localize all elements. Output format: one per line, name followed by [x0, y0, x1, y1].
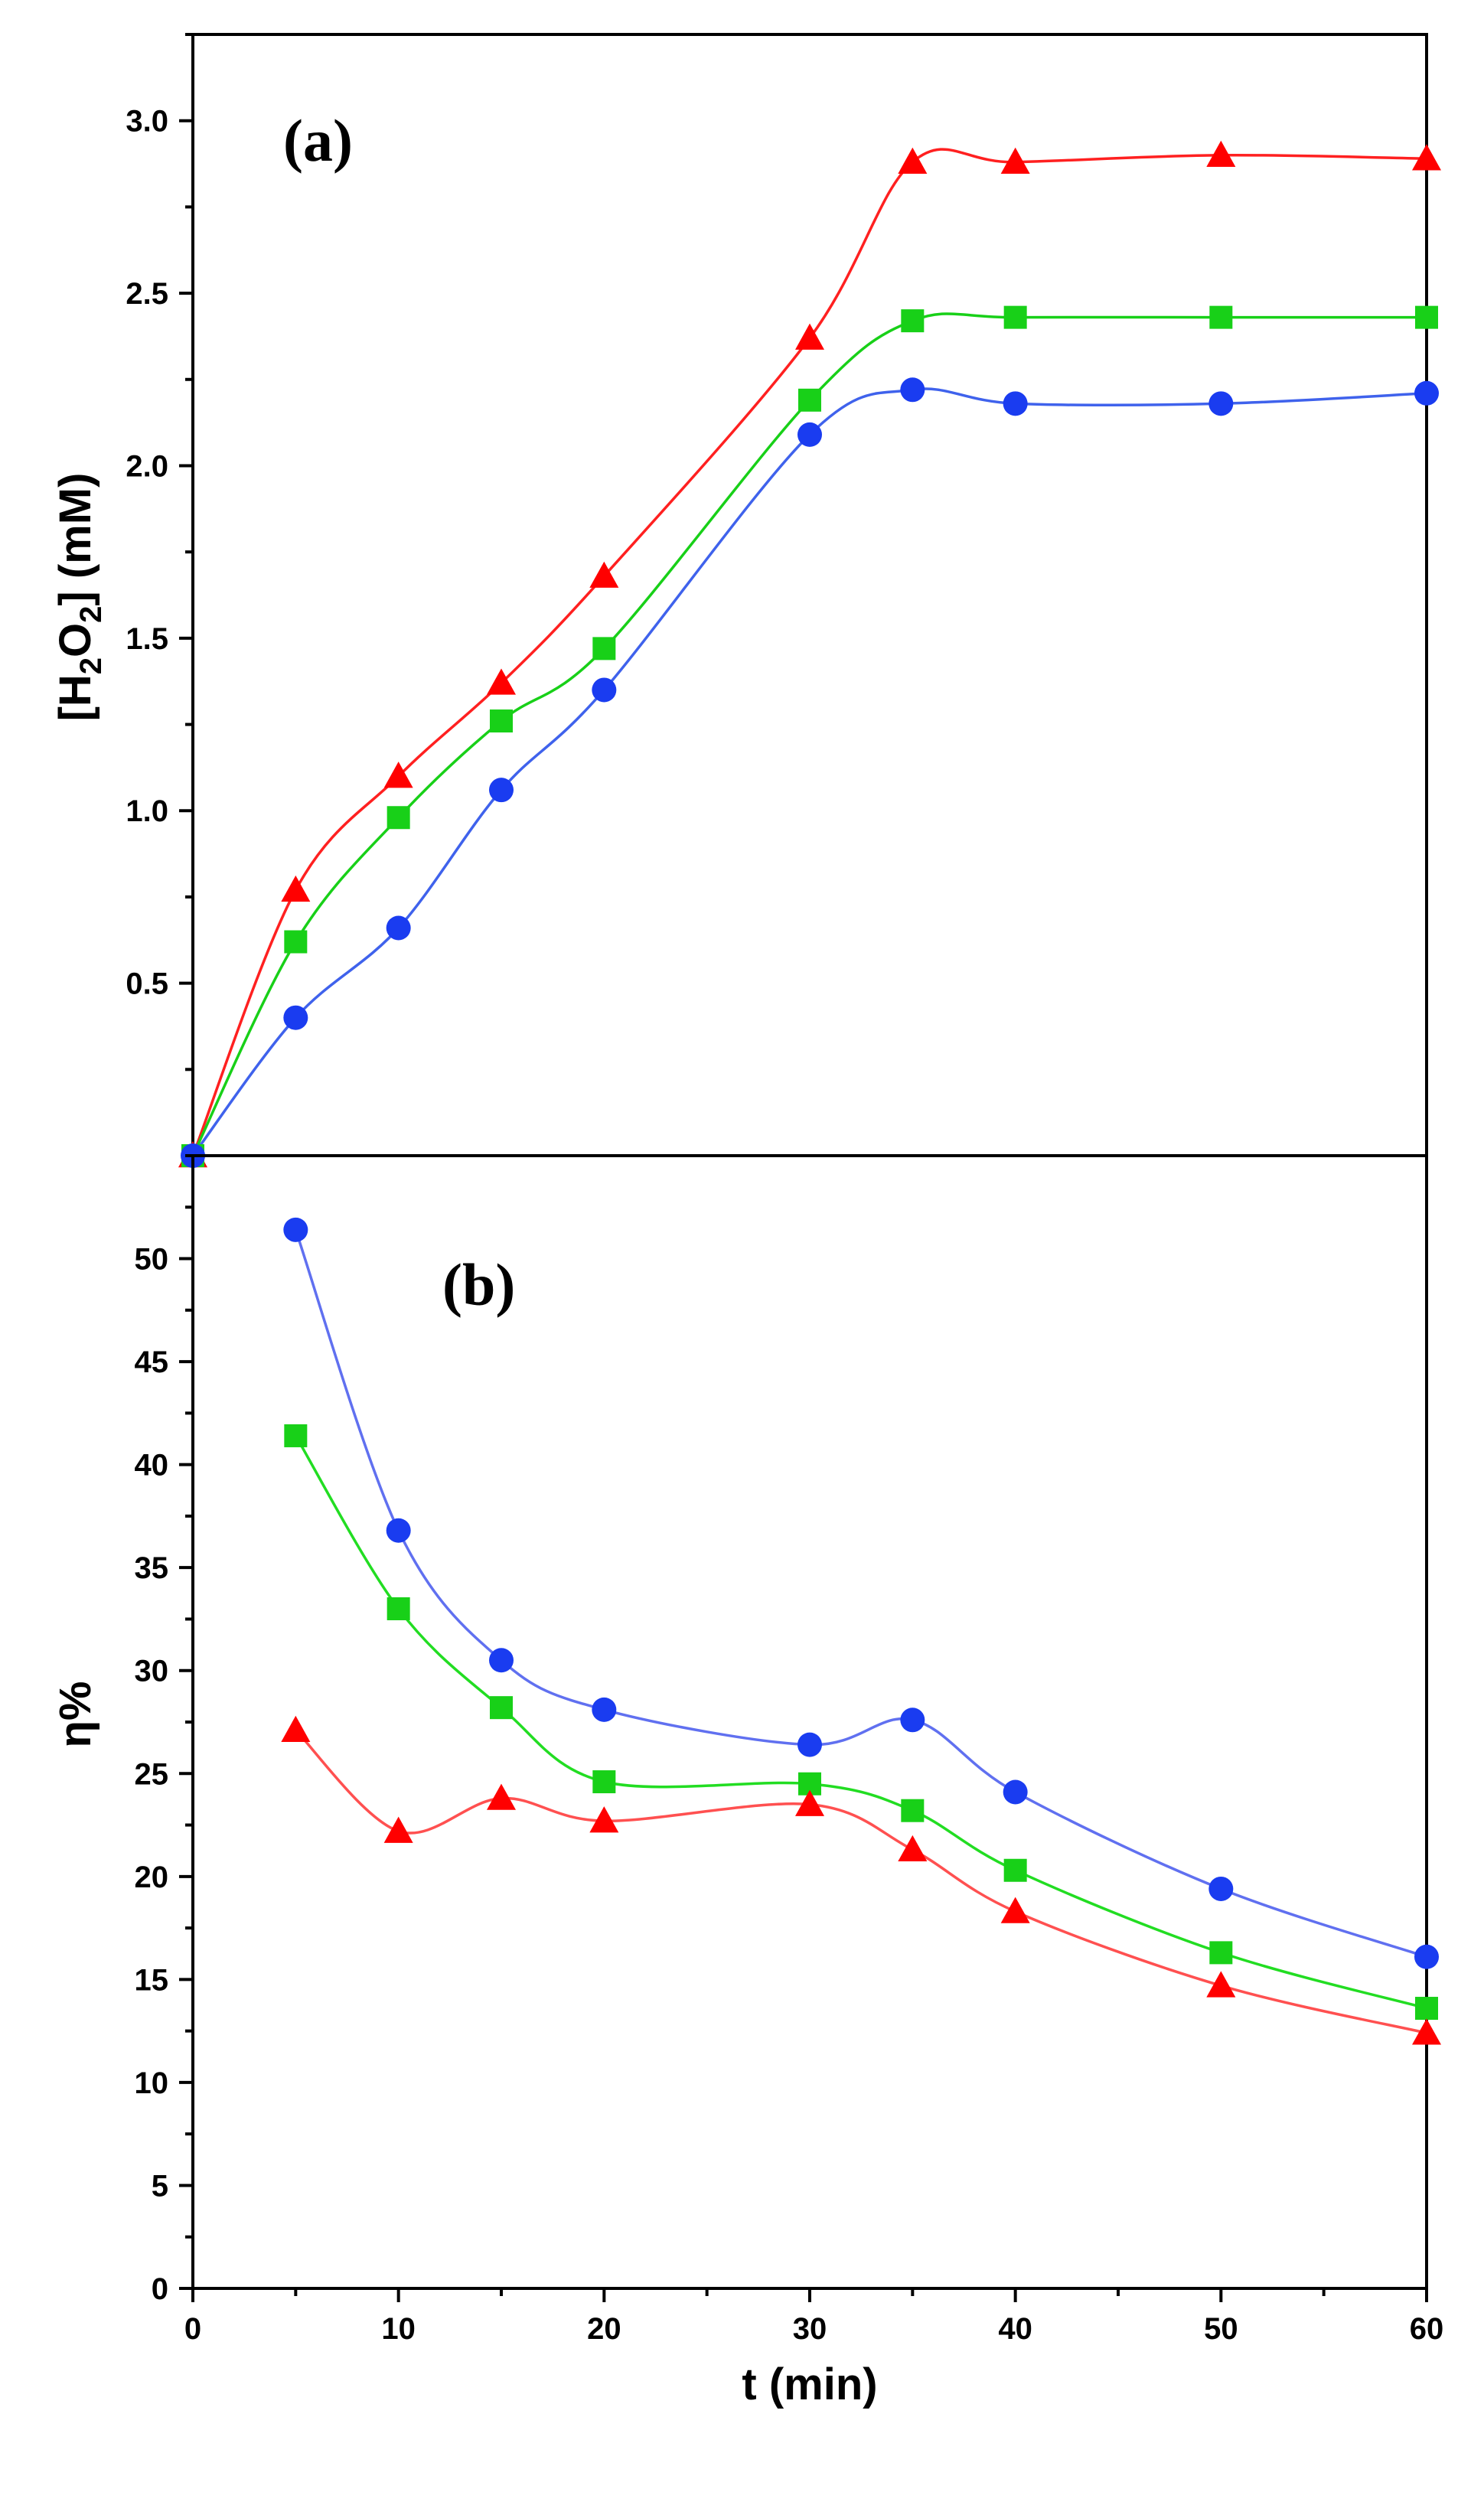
series-line-circle-blue-a — [191, 387, 1427, 1157]
series-line-triangle-red-a — [191, 148, 1427, 1156]
data-point-triangle-red-a — [898, 147, 928, 174]
data-point-circle-blue-b — [1414, 1944, 1439, 1969]
series-line-square-green-b — [294, 1435, 1427, 2010]
panel-a: 0.5 1.0 1.5 2.0 2.5 3.0 (a) [H2O2] (mM) — [51, 33, 1441, 1168]
data-point-square-green-b — [1209, 1941, 1233, 1965]
y-tick-label-a: 2.0 — [126, 449, 168, 483]
data-point-circle-blue-b — [900, 1708, 925, 1733]
y-tick-label-b: 45 — [135, 1345, 169, 1379]
data-point-square-green-b — [1415, 1997, 1438, 2021]
y-tick-label-b: 15 — [135, 1963, 169, 1997]
y-tick-label-b: 50 — [135, 1243, 169, 1277]
x-tick-label: 40 — [998, 2312, 1032, 2346]
panel-label-a: (a) — [283, 107, 353, 174]
data-point-circle-blue-a — [900, 377, 925, 403]
y-tick-label-a: 0.5 — [126, 967, 168, 1001]
y-tick-label-a: 3.0 — [126, 105, 168, 139]
y-tick-label-b: 20 — [135, 1861, 169, 1894]
y-tick-label-b: 0 — [152, 2272, 168, 2306]
y-tick-label-b: 25 — [135, 1757, 169, 1791]
data-point-triangle-red-b — [1000, 1897, 1030, 1923]
series-line-circle-blue-b — [294, 1229, 1427, 1959]
data-point-square-green-b — [901, 1799, 925, 1822]
panel-b: 0 5 10 15 20 25 30 35 40 45 50 0 10 20 30 40 50 60 (b) η… — [51, 1154, 1444, 2409]
panel-label-b: (b) — [442, 1251, 515, 1318]
data-point-circle-blue-b — [592, 1697, 617, 1722]
data-point-circle-blue-b — [283, 1217, 308, 1242]
data-point-circle-blue-a — [1208, 391, 1234, 416]
data-point-circle-blue-b — [1208, 1876, 1234, 1901]
data-point-square-green-a — [592, 637, 616, 660]
y-tick-label-b: 5 — [152, 2169, 168, 2203]
data-point-square-green-b — [490, 1696, 513, 1720]
data-point-square-green-b — [1003, 1858, 1027, 1882]
x-tick-label: 50 — [1204, 2312, 1238, 2346]
x-tick-label: 30 — [793, 2312, 827, 2346]
data-point-square-green-b — [592, 1770, 616, 1794]
data-point-triangle-red-b — [281, 1715, 311, 1742]
y-axis-title-a: [H2O2] (mM) — [51, 473, 108, 722]
data-point-square-green-a — [1003, 305, 1027, 329]
series-line-square-green-a — [191, 312, 1427, 1156]
data-point-circle-blue-a — [1414, 380, 1439, 406]
data-point-triangle-red-a — [487, 668, 516, 695]
data-point-square-green-a — [1415, 305, 1438, 329]
data-point-circle-blue-a — [1003, 391, 1028, 416]
y-tick-label-b: 35 — [135, 1551, 169, 1585]
data-point-circle-blue-a — [386, 915, 411, 941]
data-point-circle-blue-a — [797, 422, 822, 447]
data-point-triangle-red-b — [487, 1783, 516, 1810]
y-tick-label-a: 1.5 — [126, 622, 168, 656]
data-point-circle-blue-a — [283, 1005, 308, 1030]
x-tick-label: 20 — [587, 2312, 621, 2346]
data-point-triangle-red-a — [383, 762, 413, 788]
data-point-square-green-a — [490, 709, 513, 733]
data-point-triangle-red-b — [795, 1789, 824, 1816]
data-point-triangle-red-a — [1000, 147, 1030, 174]
x-tick-label: 0 — [184, 2312, 201, 2346]
data-point-circle-blue-b — [1003, 1779, 1028, 1805]
series-line-triangle-red-b — [295, 1729, 1427, 2035]
x-tick-label: 10 — [381, 2312, 416, 2346]
data-point-circle-blue-b — [386, 1518, 411, 1543]
data-point-circle-blue-a — [489, 778, 514, 803]
data-point-square-green-b — [284, 1424, 308, 1447]
data-point-square-green-b — [386, 1597, 410, 1620]
plot-frame-b — [191, 1154, 1428, 2290]
data-point-triangle-red-a — [1206, 140, 1236, 167]
data-point-triangle-red-b — [1412, 2018, 1441, 2045]
data-point-triangle-red-a — [281, 875, 311, 902]
y-axis-title-b: η% — [51, 1681, 100, 1748]
y-tick-label-b: 10 — [135, 2066, 169, 2100]
data-point-square-green-a — [798, 388, 821, 412]
data-point-triangle-red-a — [589, 561, 619, 588]
data-point-square-green-a — [901, 309, 925, 333]
data-point-circle-blue-b — [797, 1732, 822, 1757]
x-axis-title: t (min) — [742, 2360, 877, 2409]
data-point-triangle-red-a — [1412, 144, 1441, 171]
y-tick-label-b: 30 — [135, 1655, 169, 1688]
data-point-triangle-red-b — [383, 1816, 413, 1843]
data-point-circle-blue-b — [489, 1648, 514, 1673]
data-point-square-green-a — [284, 930, 308, 954]
data-point-triangle-red-b — [1206, 1971, 1236, 1998]
y-tick-label-b: 40 — [135, 1449, 169, 1482]
data-point-triangle-red-b — [589, 1806, 619, 1833]
data-point-square-green-a — [386, 806, 410, 830]
y-tick-label-a: 2.5 — [126, 277, 168, 311]
data-point-triangle-red-b — [898, 1835, 928, 1862]
data-point-circle-blue-a — [592, 677, 617, 703]
data-point-square-green-a — [1209, 305, 1233, 329]
plot-frame-a — [191, 33, 1428, 1157]
data-point-triangle-red-a — [795, 323, 824, 350]
y-tick-label-a: 1.0 — [126, 794, 168, 828]
x-tick-label: 60 — [1410, 2312, 1444, 2346]
